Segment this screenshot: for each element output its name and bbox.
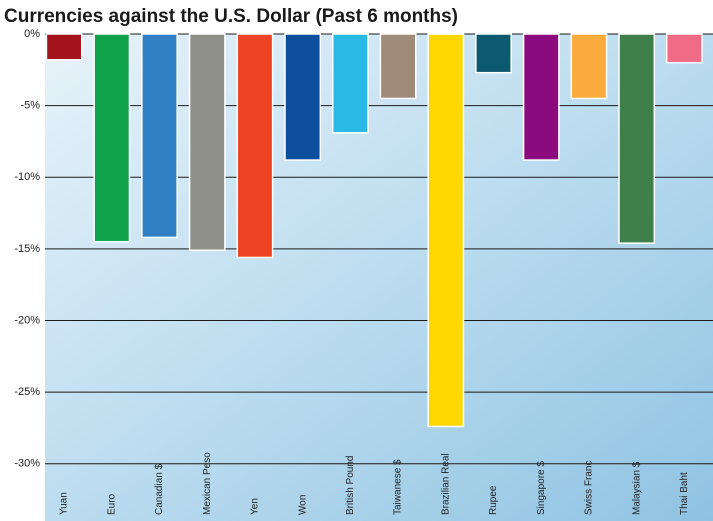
bar	[665, 33, 703, 64]
x-tick-label: Yen	[250, 498, 261, 515]
bar	[331, 33, 369, 134]
bar	[427, 33, 465, 428]
x-tick-label: Thai Baht	[679, 472, 690, 515]
x-tick-label: Malaysian $	[631, 461, 642, 515]
x-tick-label: Yuan	[59, 492, 70, 515]
x-tick-label: British Pound	[345, 456, 356, 515]
x-tick-label: Brazilian Real	[440, 453, 451, 515]
bar	[522, 33, 560, 161]
x-tick-label: Singapore $	[536, 461, 547, 515]
bar	[45, 33, 83, 61]
x-tick-label: Canadian $	[154, 463, 165, 515]
y-tick-label: -25%	[14, 386, 40, 398]
bar	[379, 33, 417, 100]
y-tick-label: -20%	[14, 314, 40, 326]
x-tick-label: Swiss Franc	[584, 461, 595, 515]
x-tick-label: Rupee	[488, 485, 499, 515]
y-tick-label: -15%	[14, 243, 40, 255]
bar	[475, 33, 512, 74]
y-tick-label: -5%	[20, 100, 40, 112]
x-tick-label: Won	[297, 495, 308, 515]
chart-title: Currencies against the U.S. Dollar (Past…	[4, 6, 458, 27]
x-tick-label: Mexican Peso	[202, 452, 213, 515]
y-tick-label: -10%	[14, 171, 40, 183]
y-tick-label: -30%	[14, 458, 40, 470]
x-tick-label: Euro	[106, 493, 117, 515]
bar	[141, 33, 178, 239]
bar	[188, 33, 226, 252]
bar	[570, 33, 608, 100]
y-tick-label: 0%	[24, 28, 40, 40]
x-tick-label: Taiwanese $	[393, 459, 404, 515]
bar	[236, 33, 274, 259]
bar	[618, 33, 656, 244]
bar	[93, 33, 131, 243]
bar	[284, 33, 322, 161]
